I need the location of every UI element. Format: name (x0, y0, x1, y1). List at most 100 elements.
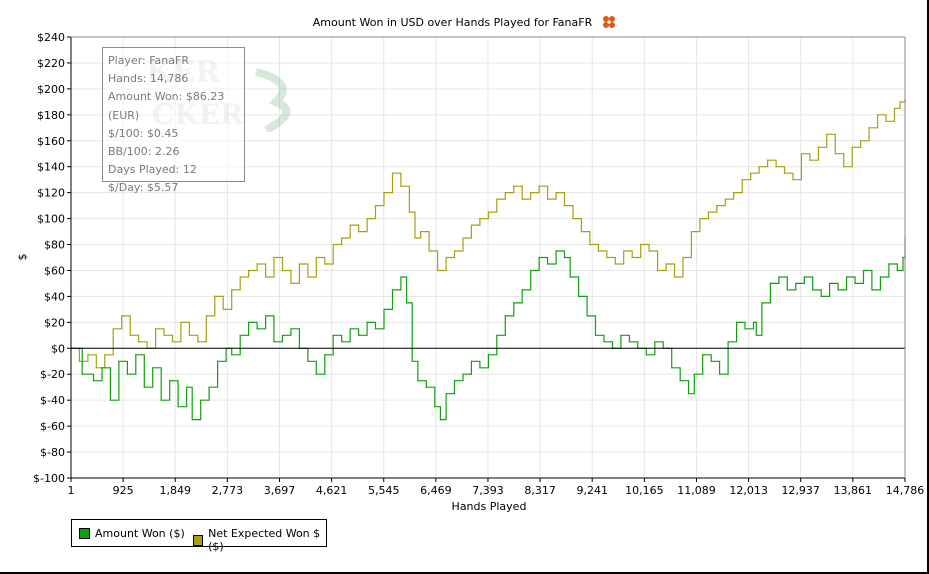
x-tick-label: 13,861 (834, 484, 873, 497)
point-net-expected-won (826, 133, 828, 135)
point-amount-won (769, 282, 772, 285)
point-net-expected-won (538, 185, 540, 187)
point-amount-won (603, 341, 605, 343)
point-net-expected-won (496, 198, 498, 200)
point-net-expected-won (163, 334, 165, 336)
point-net-expected-won (690, 230, 693, 233)
point-net-expected-won (154, 328, 157, 330)
x-tick-label: 7,393 (472, 484, 504, 497)
x-tick-label: 2,773 (212, 484, 244, 497)
point-net-expected-won (741, 179, 743, 181)
point-net-expected-won (214, 295, 216, 298)
y-tick-label: $60 (44, 264, 65, 277)
point-net-expected-won (899, 101, 901, 103)
point-net-expected-won (445, 256, 447, 259)
x-tick-label: 8,317 (524, 484, 556, 497)
point-net-expected-won (783, 172, 786, 174)
y-tick-label: $-40 (40, 394, 65, 407)
point-amount-won (795, 282, 797, 285)
point-net-expected-won (231, 289, 233, 291)
point-net-expected-won (462, 237, 464, 239)
point-net-expected-won (95, 367, 97, 369)
point-amount-won (530, 269, 532, 272)
point-net-expected-won (400, 185, 402, 187)
point-net-expected-won (800, 153, 803, 155)
point-net-expected-won (546, 198, 549, 200)
x-tick-label: 11,089 (677, 484, 716, 497)
x-tick-label: 5,545 (368, 484, 400, 497)
point-amount-won (752, 321, 755, 323)
point-amount-won (169, 380, 171, 382)
point-amount-won (845, 276, 848, 278)
point-amount-won (578, 295, 580, 298)
point-amount-won (152, 367, 154, 369)
point-amount-won (755, 334, 757, 336)
point-net-expected-won (414, 237, 416, 239)
point-amount-won (479, 367, 481, 369)
chart-title-text: Amount Won in USD over Hands Played for … (312, 16, 593, 29)
y-tick-label: $40 (44, 290, 65, 303)
point-net-expected-won (893, 107, 896, 109)
point-net-expected-won (349, 224, 351, 226)
point-amount-won (273, 341, 275, 343)
legend-item-amount-won[interactable]: Amount Won ($) (79, 527, 185, 540)
legend-label-amount-won: Amount Won ($) (95, 527, 185, 540)
point-net-expected-won (78, 360, 81, 362)
point-net-expected-won (239, 276, 241, 278)
point-amount-won (208, 386, 210, 388)
point-amount-won (521, 289, 523, 291)
point-net-expected-won (513, 185, 515, 187)
point-amount-won (281, 334, 284, 336)
y-tick-label: $20 (44, 316, 65, 329)
stat-days-played: Days Played: 12 (108, 163, 197, 177)
stat-dollars-per-100: $/100: $0.45 (108, 126, 179, 140)
point-net-expected-won (631, 256, 633, 259)
point-net-expected-won (436, 269, 439, 272)
point-net-expected-won (324, 263, 326, 265)
legend-item-net-expected-won[interactable]: Net Expected Won $ ($) (193, 527, 326, 553)
point-net-expected-won (332, 243, 334, 246)
point-amount-won (654, 341, 656, 343)
point-net-expected-won (640, 243, 642, 246)
point-amount-won (487, 354, 489, 356)
point-amount-won (645, 354, 647, 356)
point-amount-won (239, 334, 241, 336)
x-tick-label: 1,849 (159, 484, 191, 497)
x-tick-label: 12,937 (781, 484, 820, 497)
y-tick-label: $80 (44, 239, 65, 252)
point-net-expected-won (374, 205, 377, 207)
point-net-expected-won (112, 328, 114, 330)
point-net-expected-won (205, 315, 207, 317)
y-tick-label: $0 (51, 342, 65, 355)
point-net-expected-won (453, 250, 456, 252)
x-tick-label: 14,786 (886, 484, 925, 497)
stat-amount-won: Amount Won: $86.23 (EUR) (108, 90, 225, 122)
point-net-expected-won (656, 269, 659, 272)
point-amount-won (101, 367, 103, 369)
point-net-expected-won (580, 230, 583, 233)
point-amount-won (761, 302, 763, 304)
point-amount-won (586, 315, 588, 317)
point-net-expected-won (290, 282, 292, 285)
point-amount-won (417, 380, 419, 382)
point-amount-won (453, 380, 456, 382)
point-net-expected-won (479, 217, 481, 220)
x-axis-label: Hands Played (452, 500, 527, 513)
point-net-expected-won (222, 308, 224, 310)
y-tick-label: $100 (37, 213, 65, 226)
x-tick-label: 12,013 (729, 484, 768, 497)
y-tick-label: $220 (37, 57, 65, 70)
point-net-expected-won (868, 127, 870, 129)
point-net-expected-won (530, 192, 532, 194)
y-tick-label: $-80 (40, 446, 65, 459)
point-net-expected-won (391, 172, 394, 174)
point-amount-won (264, 315, 267, 317)
axis-layer: $-100 $-80 $-60 $-40 $-20 $0 $20 $40 $60 $80 $100 $… (33, 31, 924, 497)
point-amount-won (400, 276, 402, 278)
point-amount-won (628, 341, 630, 343)
point-amount-won (135, 354, 137, 356)
point-net-expected-won (563, 205, 566, 207)
point-amount-won (118, 360, 120, 362)
x-tick-label: 6,469 (420, 484, 452, 497)
point-net-expected-won (298, 263, 300, 265)
